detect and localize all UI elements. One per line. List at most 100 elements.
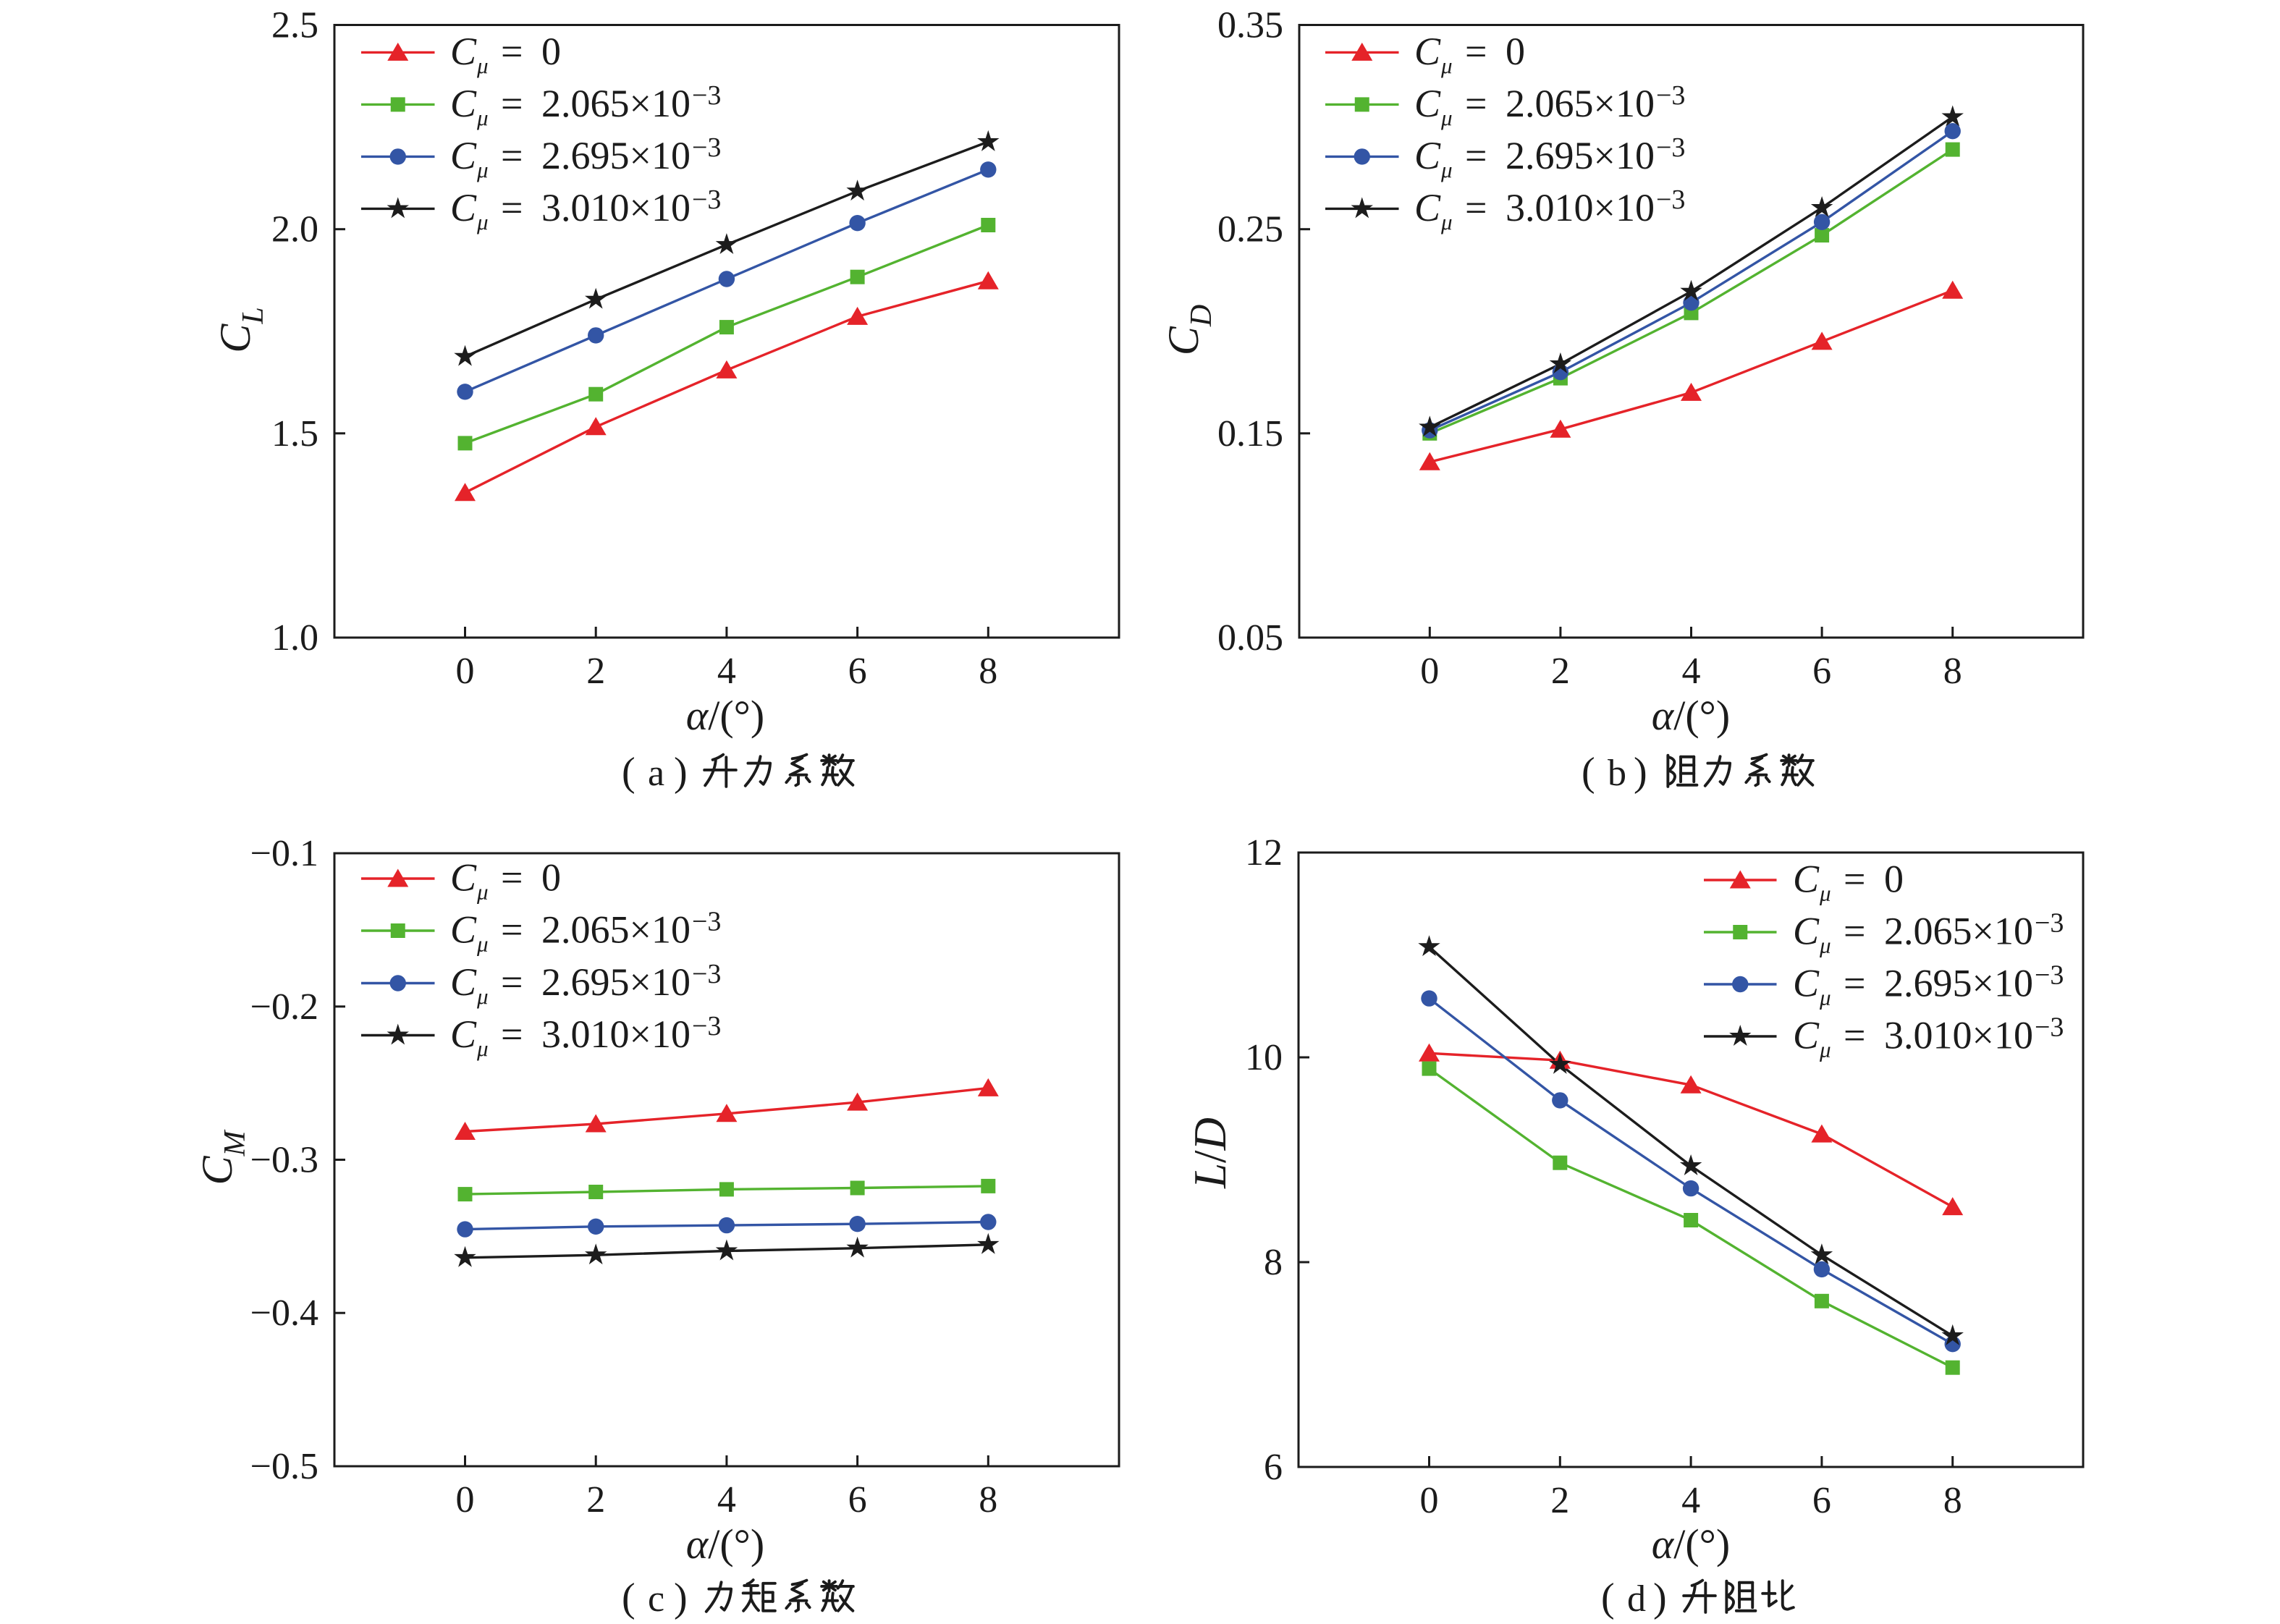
svg-text:3.010×10: 3.010×10 bbox=[541, 1012, 691, 1056]
svg-text:C: C bbox=[450, 30, 477, 73]
svg-text:−0.1: −0.1 bbox=[250, 833, 318, 874]
svg-text:C: C bbox=[450, 186, 477, 229]
svg-text:0: 0 bbox=[456, 1479, 475, 1521]
svg-text:2.695×10: 2.695×10 bbox=[541, 960, 691, 1004]
svg-text:0: 0 bbox=[1420, 1480, 1439, 1521]
svg-text:−3: −3 bbox=[2035, 908, 2064, 939]
svg-text:0: 0 bbox=[1420, 651, 1439, 692]
svg-text:=: = bbox=[501, 186, 523, 229]
svg-text:3.010×10: 3.010×10 bbox=[1506, 186, 1655, 229]
svg-text:8: 8 bbox=[979, 1479, 997, 1521]
svg-text:0: 0 bbox=[1884, 858, 1904, 901]
svg-text:−3: −3 bbox=[2035, 1012, 2064, 1043]
svg-text:−0.3: −0.3 bbox=[250, 1140, 318, 1181]
svg-text:4: 4 bbox=[1681, 1480, 1700, 1521]
svg-text:α/(°): α/(°) bbox=[1652, 692, 1730, 739]
svg-text:μ: μ bbox=[476, 931, 489, 957]
svg-text:6: 6 bbox=[1812, 1480, 1831, 1521]
svg-text:μ: μ bbox=[1819, 985, 1831, 1010]
svg-text:6: 6 bbox=[848, 1479, 867, 1521]
svg-text:μ: μ bbox=[1440, 53, 1453, 78]
svg-text:C: C bbox=[1793, 910, 1820, 953]
svg-text:−3: −3 bbox=[692, 959, 721, 989]
svg-text:μ: μ bbox=[476, 879, 489, 905]
svg-text:C: C bbox=[1414, 186, 1441, 229]
svg-text:2: 2 bbox=[586, 651, 605, 692]
svg-text:−3: −3 bbox=[1656, 132, 1685, 163]
svg-text:6: 6 bbox=[848, 651, 867, 692]
svg-text:2.065×10: 2.065×10 bbox=[1884, 910, 2033, 953]
svg-text:2.695×10: 2.695×10 bbox=[541, 134, 691, 177]
svg-text:C: C bbox=[1414, 82, 1441, 125]
svg-text:=: = bbox=[1844, 858, 1865, 901]
svg-text:1.0: 1.0 bbox=[271, 617, 318, 659]
svg-text:μ: μ bbox=[476, 157, 489, 182]
svg-text:4: 4 bbox=[717, 1479, 736, 1521]
svg-text:−3: −3 bbox=[692, 185, 721, 215]
svg-text:(: ( bbox=[1582, 750, 1595, 795]
svg-text:0.25: 0.25 bbox=[1217, 209, 1283, 250]
svg-text:2: 2 bbox=[1551, 651, 1570, 692]
svg-text:2.695×10: 2.695×10 bbox=[1506, 134, 1655, 177]
svg-text:(: ( bbox=[1601, 1576, 1615, 1620]
svg-text:0.05: 0.05 bbox=[1217, 617, 1283, 659]
svg-text:μ: μ bbox=[476, 1036, 489, 1061]
svg-text:): ) bbox=[674, 750, 688, 795]
svg-text:0: 0 bbox=[1506, 30, 1525, 73]
svg-text:=: = bbox=[501, 134, 523, 177]
svg-text:0: 0 bbox=[541, 30, 561, 73]
svg-text:2.065×10: 2.065×10 bbox=[541, 908, 691, 952]
svg-text:CM: CM bbox=[193, 1129, 252, 1185]
svg-text:μ: μ bbox=[476, 53, 489, 78]
svg-text:=: = bbox=[1465, 82, 1487, 125]
svg-text:μ: μ bbox=[1440, 157, 1453, 182]
svg-text:6: 6 bbox=[1264, 1447, 1283, 1488]
svg-text:μ: μ bbox=[1440, 209, 1453, 234]
svg-text:CD: CD bbox=[1160, 305, 1218, 355]
svg-text:C: C bbox=[450, 134, 477, 177]
svg-text:=: = bbox=[1465, 186, 1487, 229]
svg-text:=: = bbox=[1844, 962, 1865, 1005]
svg-text:−3: −3 bbox=[692, 907, 721, 937]
svg-text:d: d bbox=[1627, 1578, 1646, 1620]
svg-text:μ: μ bbox=[1440, 105, 1453, 130]
svg-text:c: c bbox=[648, 1578, 664, 1620]
svg-text:8: 8 bbox=[1943, 1480, 1962, 1521]
svg-text:=: = bbox=[501, 908, 523, 952]
svg-text:−0.5: −0.5 bbox=[250, 1446, 318, 1487]
svg-text:α/(°): α/(°) bbox=[1652, 1521, 1730, 1568]
svg-text:10: 10 bbox=[1245, 1037, 1283, 1078]
svg-text:−3: −3 bbox=[1656, 185, 1685, 215]
svg-text:3.010×10: 3.010×10 bbox=[541, 186, 691, 229]
svg-text:=: = bbox=[501, 1012, 523, 1056]
svg-text:4: 4 bbox=[717, 651, 736, 692]
svg-text:8: 8 bbox=[979, 651, 997, 692]
svg-text:2.5: 2.5 bbox=[271, 5, 318, 46]
svg-text:): ) bbox=[1634, 750, 1647, 795]
svg-text:=: = bbox=[501, 82, 523, 125]
svg-text:(: ( bbox=[622, 750, 636, 795]
svg-text:a: a bbox=[648, 753, 664, 794]
svg-text:−3: −3 bbox=[692, 132, 721, 163]
svg-text:−3: −3 bbox=[1656, 80, 1685, 111]
svg-text:2: 2 bbox=[586, 1479, 605, 1521]
svg-text:8: 8 bbox=[1264, 1242, 1283, 1283]
svg-text:C: C bbox=[450, 82, 477, 125]
svg-text:−0.4: −0.4 bbox=[250, 1293, 318, 1334]
svg-text:C: C bbox=[450, 908, 477, 952]
svg-text:C: C bbox=[450, 960, 477, 1004]
svg-text:μ: μ bbox=[1819, 881, 1831, 906]
svg-text:μ: μ bbox=[1819, 933, 1831, 958]
svg-text:(: ( bbox=[622, 1576, 636, 1620]
svg-text:μ: μ bbox=[1819, 1037, 1831, 1062]
svg-text:−0.2: −0.2 bbox=[250, 986, 318, 1028]
svg-text:μ: μ bbox=[476, 105, 489, 130]
svg-text:6: 6 bbox=[1812, 651, 1831, 692]
svg-text:C: C bbox=[1793, 1014, 1820, 1057]
svg-text:0: 0 bbox=[541, 856, 561, 900]
svg-text:−3: −3 bbox=[692, 1011, 721, 1041]
svg-text:=: = bbox=[1465, 30, 1487, 73]
svg-text:C: C bbox=[1793, 858, 1820, 901]
svg-text:): ) bbox=[1653, 1576, 1667, 1620]
svg-text:L/D: L/D bbox=[1185, 1117, 1236, 1189]
